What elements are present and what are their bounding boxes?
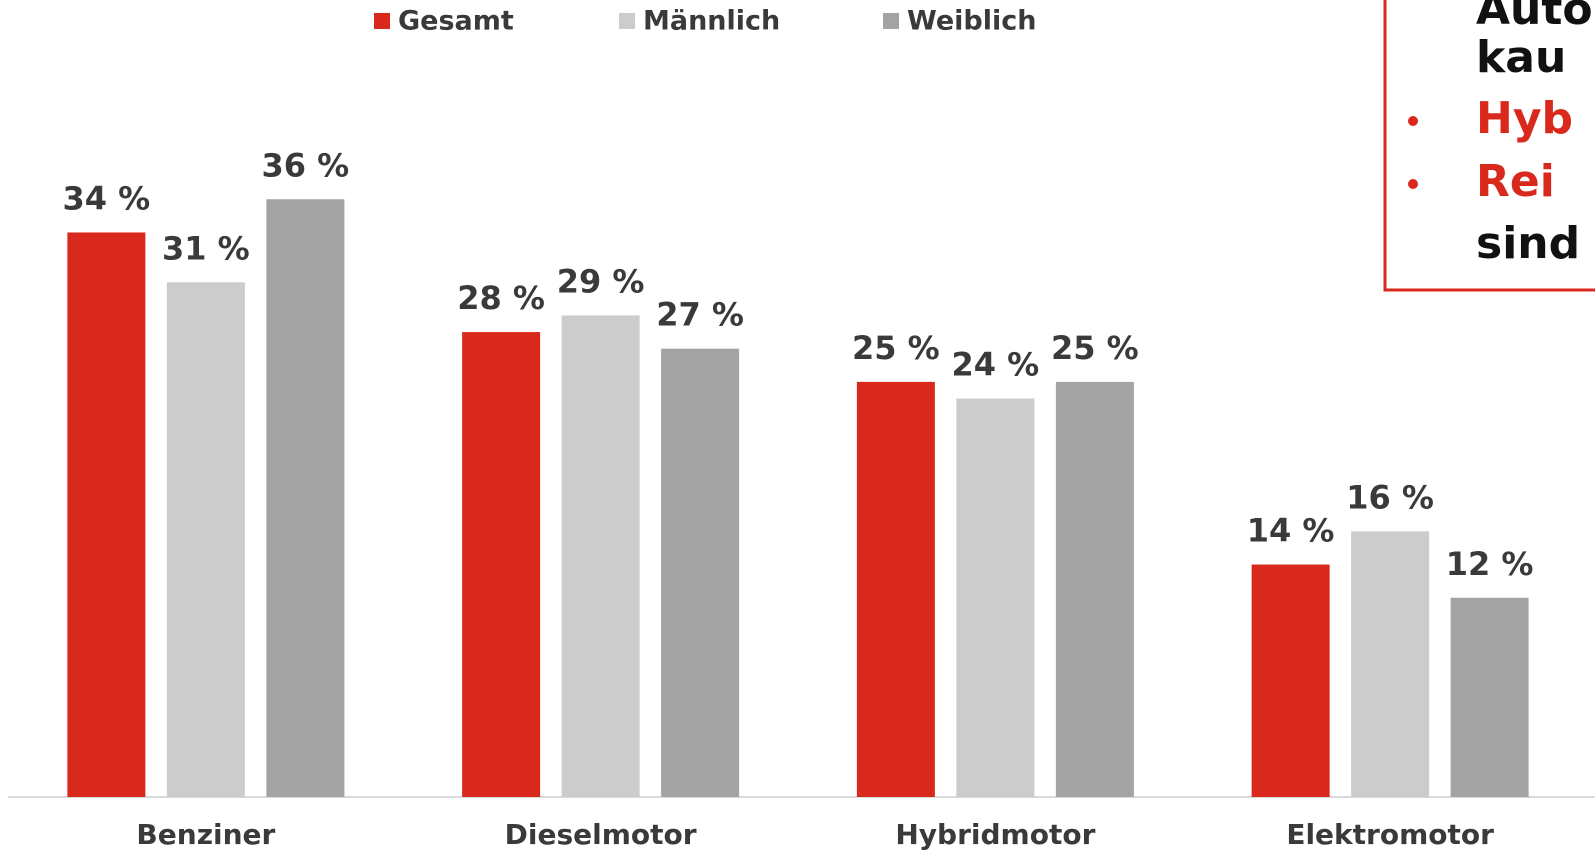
legend-swatch: [619, 13, 635, 29]
data-label: 25 %: [1051, 329, 1139, 367]
bar: [661, 348, 740, 797]
data-label: 24 %: [952, 346, 1040, 384]
data-label: 28 %: [457, 279, 545, 317]
annotation-text: sind: [1476, 218, 1580, 269]
legend-label: Weiblich: [907, 6, 1036, 37]
bar: [956, 398, 1035, 797]
data-label: 12 %: [1446, 545, 1534, 583]
data-label: 31 %: [162, 229, 250, 267]
legend-swatch: [374, 13, 390, 29]
data-label: 36 %: [262, 146, 350, 184]
bar: [1450, 597, 1529, 797]
bar: [1251, 564, 1330, 797]
legend-label: Gesamt: [398, 6, 514, 37]
bar: [1055, 381, 1134, 797]
annotation-text: Hyb: [1476, 93, 1573, 144]
bar: [166, 282, 245, 797]
data-label: 25 %: [852, 329, 940, 367]
bar: [266, 199, 345, 797]
annotation-box: [1383, 0, 1595, 292]
annotation-text: Auto: [1476, 0, 1593, 35]
bar: [462, 332, 541, 797]
x-tick-label: Benziner: [136, 818, 275, 851]
legend-swatch: [883, 13, 899, 29]
x-tick-label: Elektromotor: [1286, 818, 1494, 851]
bullet: [1408, 179, 1418, 189]
x-tick-label: Hybridmotor: [895, 818, 1095, 851]
data-label: 34 %: [63, 179, 151, 217]
data-label: 14 %: [1247, 512, 1335, 550]
data-label: 27 %: [656, 296, 744, 334]
annotation-text: Rei: [1476, 156, 1555, 207]
bar: [561, 315, 640, 797]
bar: [1351, 531, 1430, 797]
annotation-text: kau: [1476, 32, 1566, 83]
legend-label: Männlich: [643, 6, 780, 37]
data-label: 29 %: [557, 262, 645, 300]
x-tick-label: Dieselmotor: [505, 818, 697, 851]
bar: [67, 232, 146, 798]
bullet: [1408, 116, 1418, 126]
bar: [856, 381, 935, 797]
data-label: 16 %: [1346, 478, 1434, 516]
